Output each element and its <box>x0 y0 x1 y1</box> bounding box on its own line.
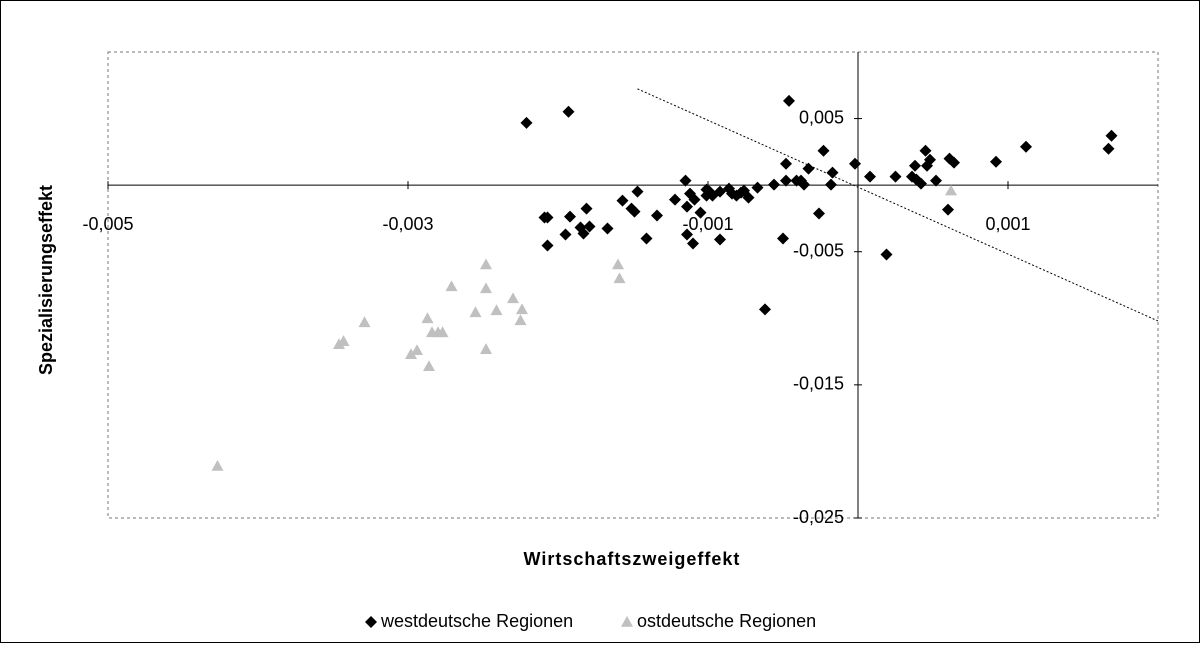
point <box>679 174 692 187</box>
point <box>825 178 837 191</box>
point <box>612 258 624 270</box>
point <box>507 292 519 304</box>
point <box>780 174 792 187</box>
point <box>694 206 707 219</box>
point <box>601 222 614 235</box>
point <box>480 258 492 270</box>
point <box>742 191 755 204</box>
point <box>687 237 699 250</box>
x-tick-label: 0,001 <box>985 214 1030 234</box>
point <box>405 348 417 360</box>
point <box>337 335 350 346</box>
point <box>559 228 572 241</box>
plot-area <box>107 51 1159 519</box>
point <box>1020 140 1032 153</box>
point <box>583 220 596 233</box>
point <box>681 200 693 213</box>
point <box>520 116 533 129</box>
point <box>411 344 423 356</box>
point <box>562 105 575 118</box>
point <box>948 156 960 169</box>
legend-marker <box>365 616 377 628</box>
x-tick-label: -0,005 <box>82 214 133 234</box>
y-tick-label: 0,005 <box>799 107 844 127</box>
point <box>688 193 701 206</box>
point <box>616 194 629 207</box>
x-tick-label: -0,001 <box>682 214 733 234</box>
point <box>864 170 876 183</box>
point <box>580 202 593 215</box>
point <box>930 174 942 187</box>
point <box>714 233 726 246</box>
point <box>817 144 830 157</box>
x-axis-title: Wirtschaftszweigeffekt <box>524 549 741 569</box>
point <box>714 185 726 198</box>
y-axis-title: Spezialisierungseffekt <box>36 185 56 375</box>
point <box>681 228 693 241</box>
point <box>889 170 902 183</box>
point <box>469 306 482 318</box>
y-tick-label: -0,025 <box>793 507 844 527</box>
point <box>421 312 434 324</box>
point <box>768 178 780 191</box>
point <box>919 144 932 157</box>
point <box>445 280 458 292</box>
legend-marker <box>621 616 633 627</box>
point <box>1102 142 1115 155</box>
point <box>849 157 861 170</box>
point <box>514 314 527 326</box>
point <box>358 316 371 328</box>
point <box>490 304 503 316</box>
point <box>480 343 492 354</box>
point <box>574 221 587 234</box>
point <box>613 272 626 284</box>
point <box>628 205 641 218</box>
trendline <box>637 88 1159 322</box>
legend-label: ostdeutsche Regionen <box>637 611 816 631</box>
point <box>1105 129 1118 142</box>
point <box>423 360 435 372</box>
point <box>541 239 554 252</box>
point <box>990 155 1002 168</box>
point <box>564 210 576 223</box>
point <box>631 185 644 198</box>
point <box>480 282 492 294</box>
point <box>780 157 792 170</box>
point <box>783 94 795 107</box>
point <box>909 159 921 172</box>
point <box>516 303 528 315</box>
y-tick-label: -0,005 <box>793 240 844 260</box>
point <box>541 211 554 224</box>
point <box>945 184 957 196</box>
point <box>669 193 681 206</box>
legend-label: westdeutsche Regionen <box>380 611 573 631</box>
point <box>880 248 893 261</box>
point <box>640 232 653 245</box>
point <box>802 162 815 175</box>
point <box>211 459 224 471</box>
point <box>798 178 810 191</box>
point <box>915 177 927 190</box>
point <box>436 326 449 338</box>
point <box>651 209 663 222</box>
point <box>826 166 839 179</box>
point <box>751 181 764 194</box>
point <box>813 207 825 220</box>
point <box>924 153 936 166</box>
point <box>759 303 771 316</box>
point <box>777 232 789 245</box>
point <box>942 203 954 216</box>
x-tick-label: -0,003 <box>382 214 433 234</box>
y-tick-label: -0,015 <box>793 374 844 394</box>
